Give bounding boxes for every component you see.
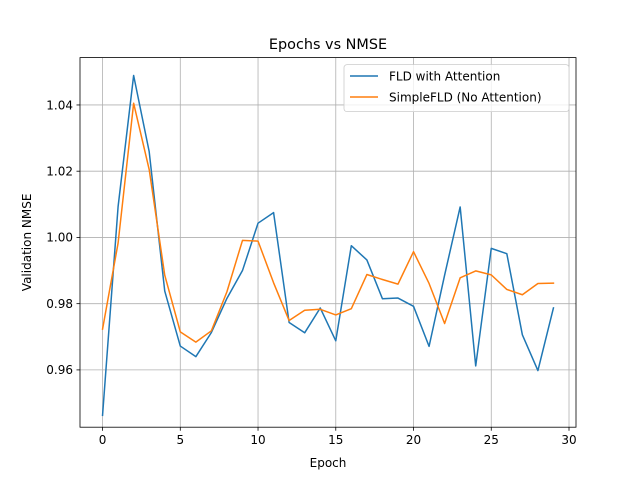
x-tick-label: 20 bbox=[406, 433, 421, 447]
x-tick-label: 30 bbox=[561, 433, 576, 447]
y-tick-label: 0.96 bbox=[46, 363, 73, 377]
x-tick-label: 5 bbox=[176, 433, 184, 447]
x-tick-label: 10 bbox=[250, 433, 265, 447]
x-tick-label: 15 bbox=[328, 433, 343, 447]
legend-box bbox=[343, 64, 570, 112]
tick-layer: 0 5 10 15 20 25 30 0.96 0.98 1.00 1.02 1.04 bbox=[46, 98, 576, 447]
x-tick-label: 25 bbox=[484, 433, 499, 447]
y-tick-label: 1.04 bbox=[46, 98, 73, 112]
series-layer bbox=[101, 74, 555, 417]
chart-title: Epochs vs NMSE bbox=[269, 37, 387, 53]
legend-label-fld-attention: FLD with Attention bbox=[389, 70, 500, 84]
y-tick-label: 0.98 bbox=[46, 297, 73, 311]
legend: FLD with Attention SimpleFLD (No Attenti… bbox=[343, 64, 570, 112]
x-tick-label: 0 bbox=[99, 433, 107, 447]
series-line-1 bbox=[101, 102, 555, 343]
y-axis-label: Validation NMSE bbox=[20, 194, 34, 292]
series-line-0 bbox=[101, 74, 555, 417]
y-tick-label: 1.02 bbox=[46, 164, 73, 178]
y-tick-label: 1.00 bbox=[46, 231, 73, 245]
plot-frame bbox=[79, 57, 577, 428]
x-axis-label: Epoch bbox=[310, 456, 347, 470]
legend-label-simplefld: SimpleFLD (No Attention) bbox=[389, 91, 542, 105]
